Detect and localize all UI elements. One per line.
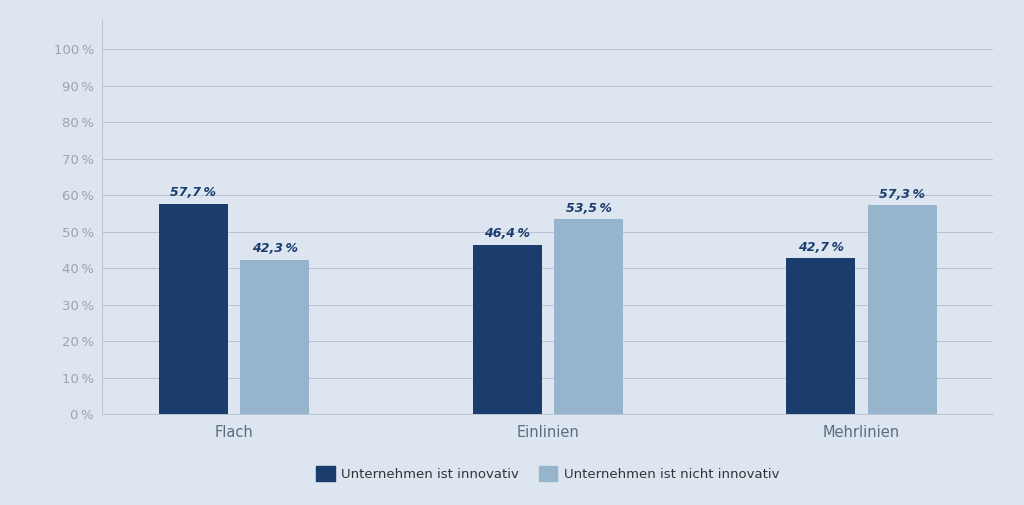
Text: 46,4 %: 46,4 % bbox=[484, 227, 530, 240]
Bar bbox=[786, 259, 855, 414]
Bar bbox=[241, 260, 309, 414]
Legend: Unternehmen ist innovativ, Unternehmen ist nicht innovativ: Unternehmen ist innovativ, Unternehmen i… bbox=[311, 461, 784, 486]
Bar bbox=[867, 205, 937, 414]
Bar bbox=[554, 219, 624, 414]
Text: 42,3 %: 42,3 % bbox=[252, 242, 298, 256]
Bar bbox=[472, 245, 542, 414]
Text: 57,7 %: 57,7 % bbox=[170, 186, 216, 199]
Text: 53,5 %: 53,5 % bbox=[565, 201, 611, 215]
Bar bbox=[159, 204, 228, 414]
Text: 42,7 %: 42,7 % bbox=[798, 241, 844, 254]
Text: 57,3 %: 57,3 % bbox=[880, 188, 926, 201]
